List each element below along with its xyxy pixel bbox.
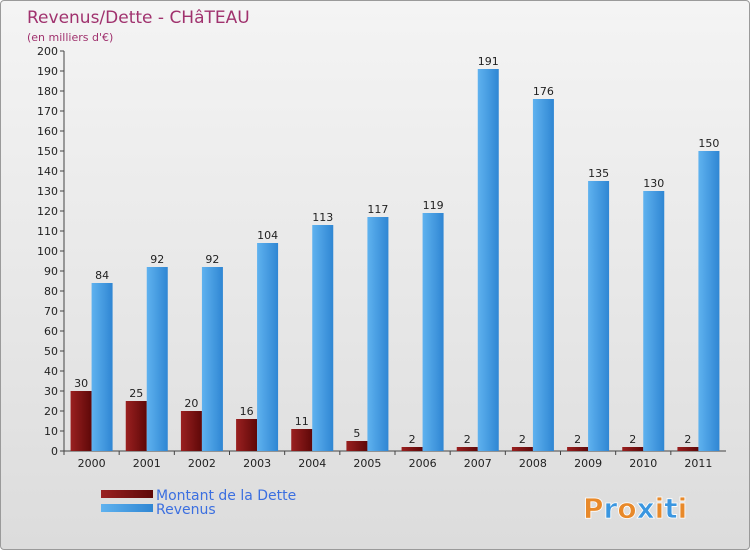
data-label-revenus: 135 (588, 167, 609, 180)
y-tick-label: 60 (44, 325, 58, 338)
data-label-revenus: 191 (478, 55, 499, 68)
bar-revenus (422, 213, 444, 451)
data-label-revenus: 150 (698, 137, 719, 150)
y-tick-label: 160 (37, 125, 58, 138)
y-tick-label: 30 (44, 385, 58, 398)
bar-dette (456, 447, 478, 451)
y-tick-label: 10 (44, 425, 58, 438)
y-tick-label: 0 (51, 445, 58, 458)
y-tick-label: 120 (37, 205, 58, 218)
data-label-revenus: 92 (150, 253, 164, 266)
bar-revenus (588, 181, 610, 451)
y-tick-label: 170 (37, 105, 58, 118)
y-tick-label: 100 (37, 245, 58, 258)
y-tick-label: 200 (37, 45, 58, 58)
data-label-dette: 2 (519, 433, 526, 446)
y-tick-label: 180 (37, 85, 58, 98)
data-label-dette: 5 (353, 427, 360, 440)
x-tick-label: 2011 (684, 457, 712, 470)
x-tick-label: 2006 (409, 457, 437, 470)
bar-revenus (257, 243, 279, 451)
logo-text: Proxiti (583, 492, 687, 525)
x-tick-label: 2004 (298, 457, 326, 470)
y-tick-label: 20 (44, 405, 58, 418)
y-tick-label: 190 (37, 65, 58, 78)
bar-dette (346, 441, 368, 451)
data-label-dette: 2 (574, 433, 581, 446)
bar-revenus (643, 191, 665, 451)
y-tick-label: 70 (44, 305, 58, 318)
legend-label-dette: Montant de la Dette (156, 488, 296, 504)
legend-swatch-dette (101, 490, 153, 498)
data-label-revenus: 119 (423, 199, 444, 212)
x-tick-label: 2008 (519, 457, 547, 470)
x-tick-label: 2010 (629, 457, 657, 470)
y-tick-label: 80 (44, 285, 58, 298)
data-label-dette: 30 (74, 377, 88, 390)
legend-label-revenus: Revenus (156, 502, 216, 518)
bar-dette (567, 447, 589, 451)
bar-dette (236, 419, 258, 451)
bar-revenus (312, 225, 334, 451)
axes: 0 10 20 30 40 50 60 70 80 90 100 110 120 130 140 150 160… (37, 45, 726, 470)
y-tick-label: 130 (37, 185, 58, 198)
bar-revenus (146, 267, 168, 451)
data-label-dette: 2 (464, 433, 471, 446)
data-label-dette: 2 (629, 433, 636, 446)
bar-dette (401, 447, 423, 451)
bar-dette (125, 401, 147, 451)
data-label-revenus: 130 (643, 177, 664, 190)
data-label-dette: 16 (240, 405, 254, 418)
x-tick-label: 2009 (574, 457, 602, 470)
bar-dette (511, 447, 533, 451)
bar-revenus (532, 99, 554, 451)
bar-revenus (367, 217, 389, 451)
y-tick-label: 50 (44, 345, 58, 358)
data-label-dette: 2 (409, 433, 416, 446)
x-tick-label: 2003 (243, 457, 271, 470)
y-tick-label: 140 (37, 165, 58, 178)
y-tick-label: 150 (37, 145, 58, 158)
x-tick-label: 2007 (464, 457, 492, 470)
proxiti-logo: Proxiti (583, 492, 688, 526)
data-label-dette: 20 (184, 397, 198, 410)
x-tick-label: 2005 (353, 457, 381, 470)
data-label-revenus: 84 (95, 269, 109, 282)
y-tick-label: 40 (44, 365, 58, 378)
data-label-revenus: 113 (312, 211, 333, 224)
data-label-revenus: 104 (257, 229, 278, 242)
bar-dette (70, 391, 92, 451)
chart-title: Revenus/Dette - CHâTEAU (27, 8, 250, 28)
data-label-revenus: 92 (205, 253, 219, 266)
bar-dette (677, 447, 699, 451)
chart-subtitle: (en milliers d'€) (27, 31, 113, 44)
x-tick-label: 2002 (188, 457, 216, 470)
y-tick-label: 110 (37, 225, 58, 238)
bar-revenus (477, 69, 499, 451)
y-tick-label: 90 (44, 265, 58, 278)
data-label-dette: 11 (295, 415, 309, 428)
x-tick-label: 2000 (78, 457, 106, 470)
data-label-revenus: 176 (533, 85, 554, 98)
bar-revenus (91, 283, 113, 451)
bar-dette (180, 411, 202, 451)
x-tick-label: 2001 (133, 457, 161, 470)
bar-revenus (698, 151, 720, 451)
data-label-revenus: 117 (367, 203, 388, 216)
bar-dette (291, 429, 313, 451)
bar-revenus (201, 267, 223, 451)
bar-dette (622, 447, 644, 451)
data-label-dette: 25 (129, 387, 143, 400)
bars: 30 84 25 92 20 92 16 104 11 113 5 117 2 119 2 191 2 176 2 1… (70, 55, 720, 451)
legend-swatch-revenus (101, 504, 153, 512)
data-label-dette: 2 (684, 433, 691, 446)
